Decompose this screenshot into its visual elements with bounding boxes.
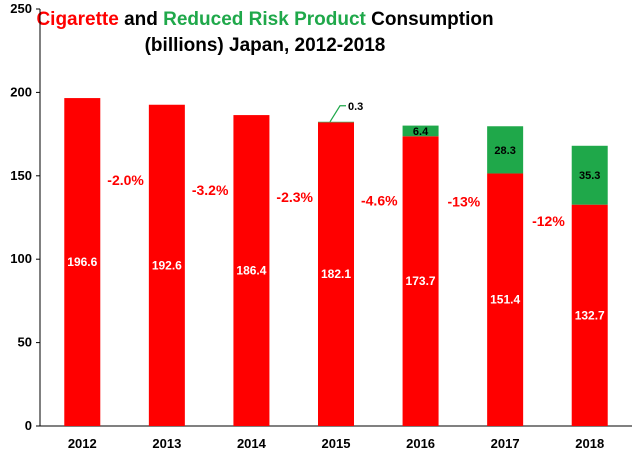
change-label-3: -2.3%: [276, 189, 313, 205]
x-tick-label: 2012: [68, 436, 97, 451]
x-tick-label: 2014: [237, 436, 267, 451]
change-label-1: -2.0%: [107, 172, 144, 188]
bar-rrp-2018: [571, 145, 608, 205]
change-label-2: -3.2%: [192, 182, 229, 198]
title-part-3: Consumption: [366, 9, 494, 30]
data-label-cigarette-2013: 192.6: [152, 258, 182, 272]
bar-cigarette-2014: [233, 115, 270, 426]
title-part-0: Cigarette: [36, 9, 118, 30]
x-tick-label: 2015: [322, 436, 351, 451]
data-label-cigarette-2017: 151.4: [490, 293, 520, 307]
bar-cigarette-2012: [64, 98, 101, 426]
data-label-cigarette-2015: 182.1: [321, 267, 351, 281]
change-label-6: -12%: [532, 213, 565, 229]
x-tick-label: 2013: [152, 436, 181, 451]
x-tick-label: 2017: [491, 436, 520, 451]
y-tick-label: 200: [10, 84, 32, 99]
bar-cigarette-2015: [318, 122, 354, 426]
callout-leader-2015: [329, 105, 346, 123]
x-tick-label: 2016: [406, 436, 435, 451]
x-tick-label: 2018: [575, 436, 604, 451]
data-label-cigarette-2012: 196.6: [67, 255, 97, 269]
title-part-1: and: [119, 9, 163, 30]
data-label-cigarette-2014: 186.4: [236, 264, 266, 278]
bar-cigarette-2013: [148, 104, 185, 427]
data-label-rrp-2017: 28.3: [494, 145, 515, 157]
chart-title-line1: Cigarette and Reduced Risk Product Consu…: [36, 9, 493, 30]
change-label-5: -13%: [448, 193, 481, 209]
bar-cigarette-2016: [402, 136, 439, 426]
change-label-4: -4.6%: [361, 193, 398, 209]
y-tick-label: 100: [10, 251, 32, 266]
data-label-rrp-2015: 0.3: [348, 101, 363, 113]
y-tick-label: 50: [18, 335, 32, 350]
bar-cigarette-2018: [571, 204, 608, 426]
title-part-2: Reduced Risk Product: [163, 9, 366, 30]
bar-rrp-2017: [487, 126, 524, 174]
y-tick-label: 250: [10, 1, 32, 16]
data-label-rrp-2016: 6.4: [413, 126, 429, 138]
y-tick-label: 0: [25, 418, 32, 433]
y-tick-label: 150: [10, 168, 32, 183]
chart-title-line2: (billions) Japan, 2012-2018: [145, 35, 386, 56]
bar-rrp-2016: [402, 125, 439, 137]
plot-area: 0 50 100 150 200 250 196.6 2012 192.6 2013 186.4 20…: [10, 1, 632, 451]
bar-cigarette-2017: [487, 173, 524, 426]
bar-rrp-2015: [318, 121, 354, 123]
data-label-cigarette-2018: 132.7: [575, 308, 605, 322]
data-label-rrp-2018: 35.3: [579, 170, 600, 182]
data-label-cigarette-2016: 173.7: [406, 274, 436, 288]
